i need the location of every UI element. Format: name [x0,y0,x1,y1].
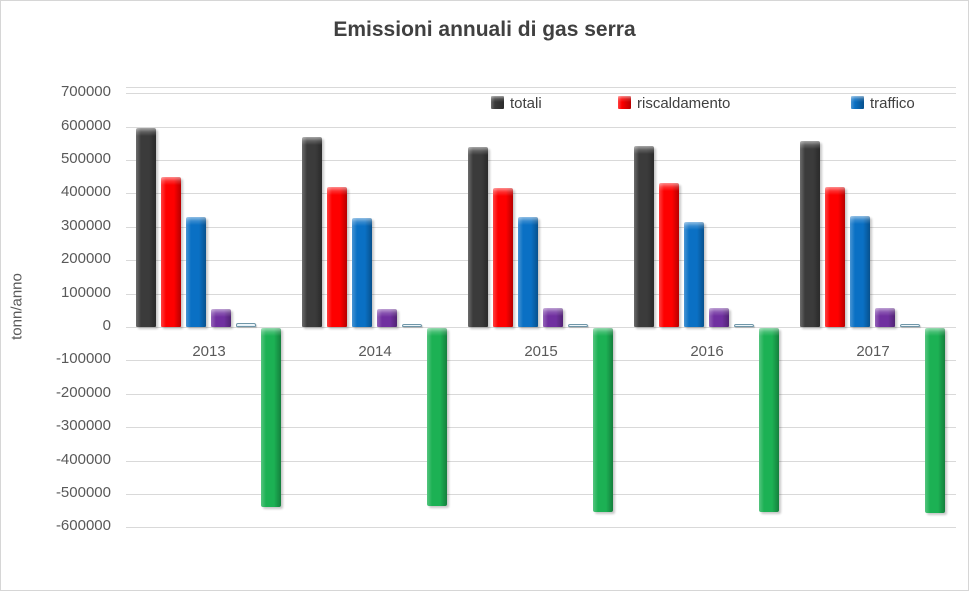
x-axis-category-label: 2013 [192,343,226,360]
y-axis-tick-label: 0 [102,317,111,334]
y-axis-tick-label: 100000 [60,283,111,301]
bar-series-green-2014 [427,328,447,507]
bar-totali-2014 [302,136,322,327]
bar-totali-2013 [136,127,156,327]
bar-series-green-2013 [261,328,281,507]
gridline [126,293,956,295]
bar-series-paleblue-2017 [900,323,920,327]
gridline [126,327,956,328]
y-axis-tick-label: 500000 [60,150,111,167]
bar-traffico-2014 [352,218,372,327]
legend-swatch-riscaldamento [618,96,631,109]
bar-series-green-2017 [925,328,945,513]
y-axis-tick-label: 700000 [60,83,111,101]
bar-series-purple-2013 [211,309,231,327]
bar-riscaldamento-2016 [659,182,679,327]
bar-totali-2017 [800,140,820,327]
legend-label: traffico [870,95,915,112]
legend-swatch-traffico [851,96,864,109]
y-axis-tick-label: -600000 [55,517,111,535]
legend-item-totali: totali [491,95,542,112]
gridline [126,193,956,195]
legend-label: totali [510,95,542,112]
y-axis-title: tonn/anno [8,273,26,340]
x-axis-category-label: 2016 [690,343,724,360]
bar-series-purple-2015 [543,308,563,327]
y-axis-tick-label: 300000 [60,216,111,234]
legend-item-traffico: traffico [851,95,915,112]
y-axis-tick-label: -100000 [55,350,111,368]
y-axis-tick-label: -400000 [55,450,111,468]
y-axis-tick-label: -500000 [55,484,111,501]
gridline [126,93,956,95]
bar-series-paleblue-2014 [402,323,422,327]
chart-title: Emissioni annuali di gas serra [333,18,636,41]
gridline [126,226,956,228]
bar-totali-2015 [468,146,488,327]
bar-traffico-2016 [684,221,704,327]
bar-series-paleblue-2013 [236,323,256,327]
bar-riscaldamento-2014 [327,187,347,327]
plot-area [126,87,956,547]
bar-series-green-2016 [759,328,779,512]
bar-series-purple-2016 [709,308,729,327]
gridline [126,393,956,395]
bar-riscaldamento-2017 [825,187,845,327]
y-axis-tick-label: 200000 [60,250,111,268]
bar-traffico-2017 [850,215,870,327]
gridline [126,126,956,128]
bar-series-paleblue-2015 [568,323,588,327]
y-axis-tick-label: -200000 [55,383,111,401]
bar-traffico-2015 [518,217,538,327]
gridline [126,427,956,429]
x-axis-category-label: 2015 [524,343,558,360]
bar-series-green-2015 [593,328,613,513]
x-axis-category-label: 2014 [358,343,392,360]
legend-label: riscaldamento [637,95,731,112]
y-axis-tick-label: -300000 [55,417,111,435]
bar-traffico-2013 [186,216,206,327]
bar-riscaldamento-2013 [161,176,181,327]
x-axis-category-label: 2017 [856,343,890,360]
legend-item-riscaldamento: riscaldamento [618,95,731,112]
legend-swatch-totali [491,96,504,109]
gridline [126,160,956,161]
gridline [126,460,956,462]
bar-series-purple-2017 [875,308,895,327]
bar-totali-2016 [634,145,654,327]
gridline [126,260,956,262]
bar-series-purple-2014 [377,308,397,327]
gridline [126,527,956,529]
gridline [126,494,956,495]
y-axis-tick-label: 400000 [60,183,111,201]
y-axis-tick-label: 600000 [60,116,111,134]
bar-riscaldamento-2015 [493,188,513,327]
bar-series-paleblue-2016 [734,323,754,327]
gridline [126,360,956,362]
